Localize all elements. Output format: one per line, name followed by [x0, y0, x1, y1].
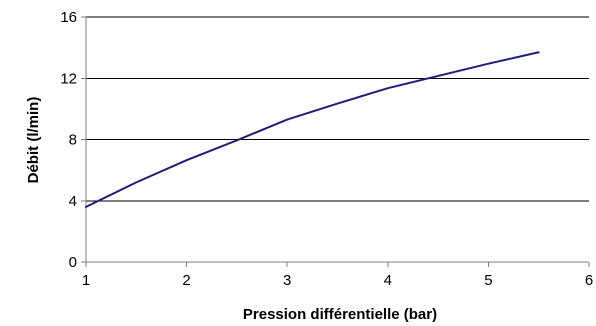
y-tick-label-2: 8 — [69, 132, 77, 149]
x-tick-label-4: 5 — [484, 272, 492, 289]
grid-lines — [86, 16, 589, 202]
axes — [81, 16, 590, 267]
y-tick-label-1: 4 — [69, 193, 77, 210]
series-layer — [85, 51, 540, 208]
series-line-0 — [85, 51, 540, 208]
x-tick-label-2: 3 — [283, 272, 291, 289]
y-tick-label-0: 0 — [69, 254, 77, 271]
x-tick-label-1: 2 — [182, 272, 190, 289]
x-tick-label-5: 6 — [585, 272, 593, 289]
y-axis-title: Débit (l/min) — [25, 97, 42, 184]
x-tick-label-3: 4 — [384, 272, 392, 289]
x-axis-title: Pression différentielle (bar) — [243, 306, 437, 323]
x-tick-label-0: 1 — [82, 272, 90, 289]
y-tick-label-4: 16 — [60, 9, 77, 26]
y-tick-label-3: 12 — [60, 70, 77, 87]
